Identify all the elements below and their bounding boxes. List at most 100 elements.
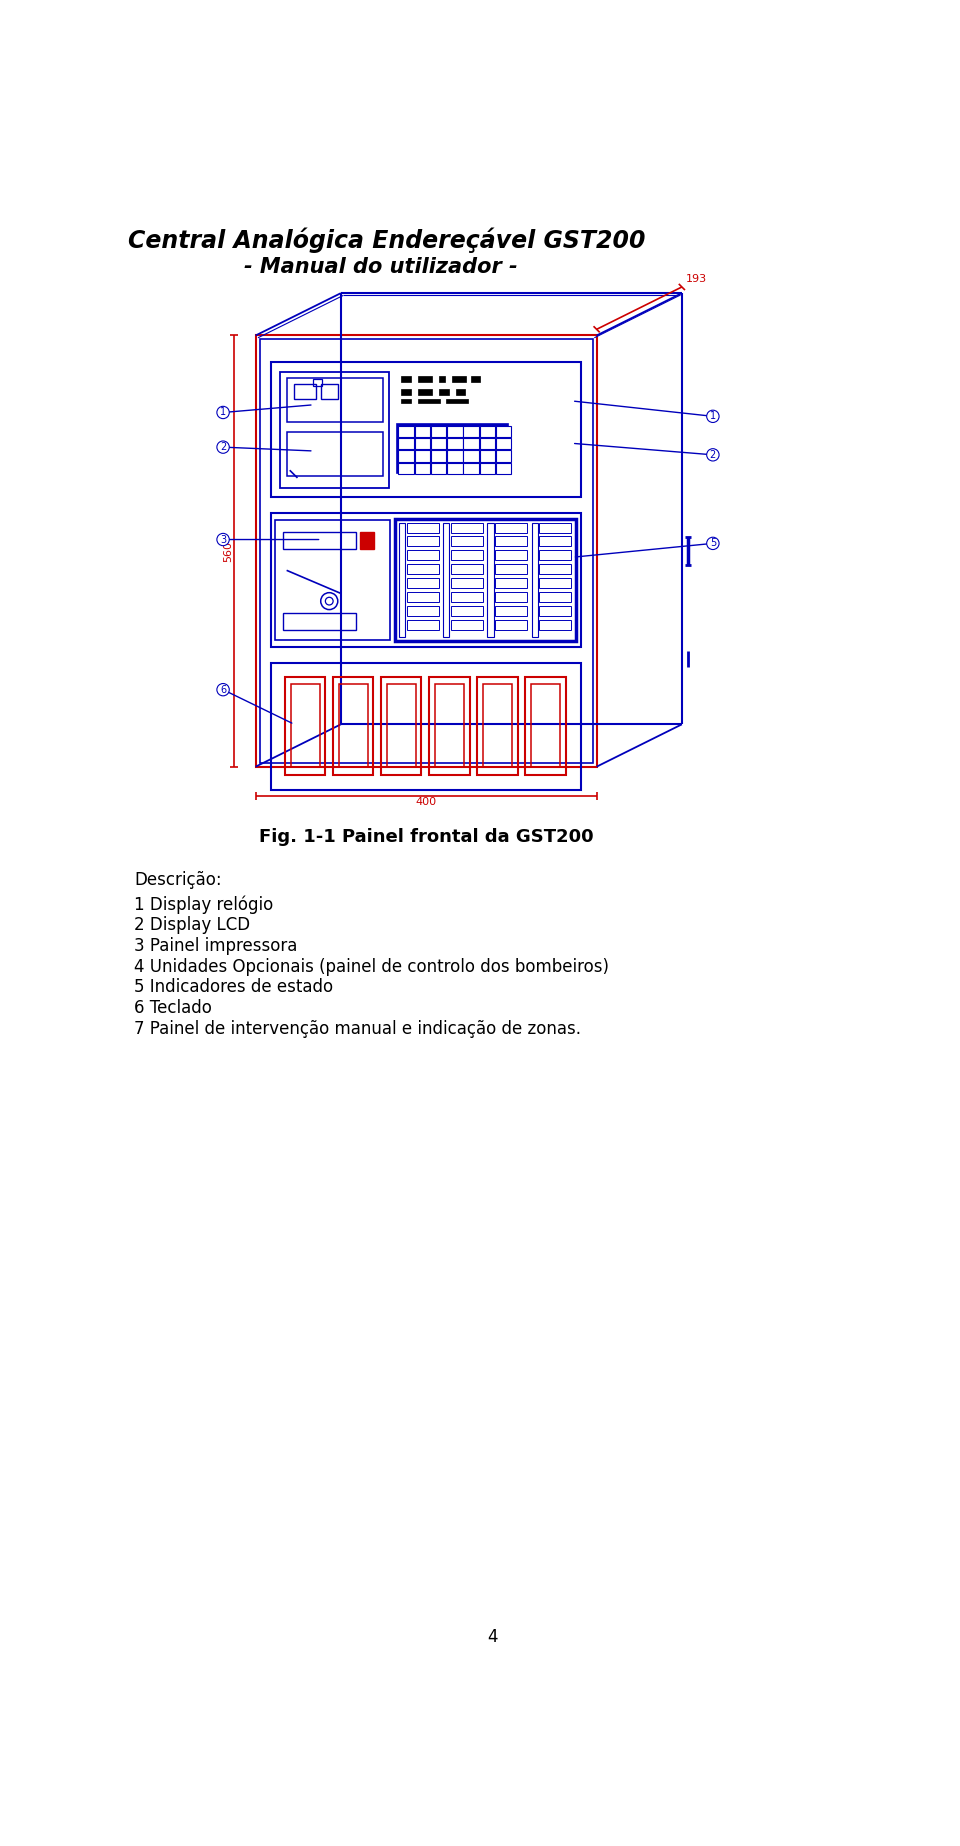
Bar <box>381 677 421 775</box>
Text: Fig. 1-1 Painel frontal da GST200: Fig. 1-1 Painel frontal da GST200 <box>259 829 593 845</box>
Circle shape <box>707 449 719 462</box>
Bar <box>451 550 483 561</box>
Text: 5 Indicadores de estado: 5 Indicadores de estado <box>134 978 333 997</box>
Text: 400: 400 <box>416 797 437 807</box>
Bar <box>496 426 512 438</box>
Text: 6 Teclado: 6 Teclado <box>134 999 212 1017</box>
Circle shape <box>217 441 229 454</box>
Bar <box>495 620 527 629</box>
Bar <box>464 463 479 474</box>
Bar <box>480 450 495 462</box>
Bar <box>401 390 411 395</box>
Circle shape <box>217 683 229 696</box>
Bar <box>415 438 430 449</box>
Bar <box>531 685 561 768</box>
Bar <box>295 384 316 399</box>
Bar <box>477 677 517 775</box>
Bar <box>407 565 439 574</box>
Bar <box>398 426 414 438</box>
Bar <box>447 450 463 462</box>
Bar <box>407 605 439 617</box>
Bar <box>401 377 411 382</box>
Bar <box>407 550 439 561</box>
Bar <box>255 336 596 766</box>
Bar <box>407 537 439 546</box>
Bar <box>415 463 430 474</box>
Text: 1 Display relógio: 1 Display relógio <box>134 895 274 914</box>
Bar <box>431 463 446 474</box>
Text: Central Analógica Endereçável GST200: Central Analógica Endereçável GST200 <box>128 227 645 253</box>
Bar <box>321 384 338 399</box>
Bar <box>495 550 527 561</box>
Circle shape <box>707 410 719 423</box>
Bar <box>495 593 527 602</box>
Bar <box>451 620 483 629</box>
Bar <box>483 685 512 768</box>
Bar <box>407 593 439 602</box>
Bar <box>496 438 512 449</box>
Bar <box>333 677 373 775</box>
Text: 1: 1 <box>220 408 227 417</box>
Bar <box>480 463 495 474</box>
Bar <box>464 426 479 438</box>
Bar <box>444 522 449 637</box>
Bar <box>415 450 430 462</box>
Bar <box>488 522 493 637</box>
Bar <box>429 677 469 775</box>
Bar <box>419 377 432 382</box>
Bar <box>431 450 446 462</box>
Bar <box>439 390 449 395</box>
Bar <box>398 463 414 474</box>
Bar <box>532 522 538 637</box>
Bar <box>540 593 571 602</box>
Bar <box>419 399 440 402</box>
Bar <box>419 390 432 395</box>
Text: 2 Display LCD: 2 Display LCD <box>134 916 250 934</box>
Text: 2: 2 <box>220 443 227 452</box>
Text: 6: 6 <box>220 685 227 694</box>
Bar <box>471 377 480 382</box>
Bar <box>399 522 405 637</box>
Bar <box>540 537 571 546</box>
Bar <box>259 340 592 762</box>
Bar <box>283 613 356 629</box>
Bar <box>287 432 383 476</box>
Bar <box>495 565 527 574</box>
Text: 560: 560 <box>223 541 232 561</box>
Bar <box>451 522 483 533</box>
Bar <box>280 371 389 487</box>
Bar <box>401 399 411 402</box>
Bar <box>287 378 383 423</box>
Bar <box>446 399 468 402</box>
Text: - Manual do utilizador -: - Manual do utilizador - <box>244 257 517 277</box>
Bar <box>456 390 465 395</box>
Bar <box>495 522 527 533</box>
Bar <box>431 438 446 449</box>
Bar <box>540 550 571 561</box>
Bar <box>447 438 463 449</box>
Bar <box>451 565 483 574</box>
Bar <box>540 620 571 629</box>
Bar <box>540 522 571 533</box>
Bar <box>451 578 483 589</box>
Bar <box>464 438 479 449</box>
Bar <box>271 663 581 790</box>
Bar <box>271 513 581 648</box>
Bar <box>495 605 527 617</box>
Bar <box>452 377 466 382</box>
Bar <box>313 380 323 386</box>
Bar <box>451 605 483 617</box>
Text: 3 Painel impressora: 3 Painel impressora <box>134 938 298 954</box>
Bar <box>431 426 446 438</box>
Bar <box>480 438 495 449</box>
Bar <box>415 426 430 438</box>
Text: Descrição:: Descrição: <box>134 871 222 888</box>
Bar <box>407 620 439 629</box>
Bar <box>496 463 512 474</box>
Text: 4 Unidades Opcionais (painel de controlo dos bombeiros): 4 Unidades Opcionais (painel de controlo… <box>134 958 609 977</box>
Circle shape <box>217 406 229 419</box>
Bar <box>387 685 416 768</box>
Bar <box>447 463 463 474</box>
Text: 5: 5 <box>709 539 716 548</box>
Bar <box>447 426 463 438</box>
